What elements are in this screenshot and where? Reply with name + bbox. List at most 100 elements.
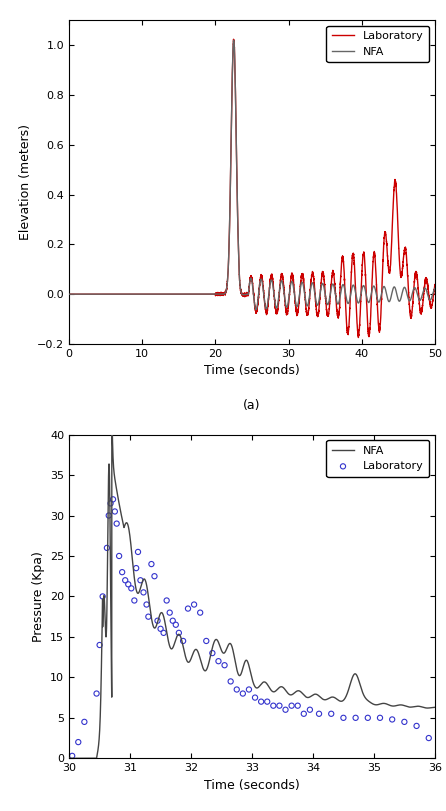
Laboratory xyxy=(356,333,361,342)
Laboratory xyxy=(105,509,112,522)
Laboratory xyxy=(116,550,123,563)
Laboratory xyxy=(264,695,271,708)
Laboratory xyxy=(66,290,72,299)
Laboratory xyxy=(215,654,222,667)
NFA xyxy=(155,290,161,299)
Laboratory xyxy=(221,659,228,672)
NFA xyxy=(403,702,408,711)
Laboratory xyxy=(166,606,173,619)
NFA xyxy=(231,36,236,45)
Laboratory xyxy=(432,280,438,290)
NFA xyxy=(204,290,210,299)
Laboratory xyxy=(103,542,111,555)
Laboratory xyxy=(145,610,152,623)
Laboratory xyxy=(276,699,283,712)
Laboratory xyxy=(257,695,264,708)
Laboratory xyxy=(230,45,235,55)
Laboratory xyxy=(81,715,88,728)
X-axis label: Time (seconds): Time (seconds) xyxy=(204,779,300,792)
Laboratory xyxy=(270,699,277,712)
Laboratory xyxy=(137,573,144,586)
Legend: Laboratory, NFA: Laboratory, NFA xyxy=(326,26,429,62)
Laboratory xyxy=(107,497,114,510)
Laboratory xyxy=(96,638,103,651)
Laboratory xyxy=(128,581,135,594)
Laboratory xyxy=(122,573,129,586)
X-axis label: Time (seconds): Time (seconds) xyxy=(204,364,300,377)
Laboratory xyxy=(288,699,295,712)
NFA xyxy=(421,702,426,712)
Laboratory xyxy=(134,546,141,559)
Laboratory xyxy=(231,34,236,44)
Laboratory xyxy=(112,505,119,518)
NFA xyxy=(230,45,235,54)
Laboratory xyxy=(233,683,240,696)
Laboratory xyxy=(140,586,147,599)
Laboratory xyxy=(245,683,252,696)
Laboratory xyxy=(109,493,116,506)
Laboratory xyxy=(294,699,301,712)
NFA xyxy=(66,753,72,763)
Laboratory xyxy=(352,711,359,724)
NFA xyxy=(66,290,72,299)
NFA xyxy=(432,702,438,712)
Laboratory xyxy=(160,626,167,639)
Laboratory xyxy=(413,719,420,732)
NFA xyxy=(223,646,228,655)
Legend: NFA, Laboratory: NFA, Laboratory xyxy=(326,440,429,477)
Laboratory xyxy=(155,290,161,299)
NFA xyxy=(253,305,259,315)
Laboratory xyxy=(163,594,170,607)
Laboratory xyxy=(227,675,234,688)
Laboratory xyxy=(154,614,161,627)
Laboratory xyxy=(148,558,155,571)
Laboratory xyxy=(172,618,179,631)
Laboratory xyxy=(125,577,132,590)
NFA xyxy=(153,290,159,299)
Laboratory xyxy=(401,715,408,728)
NFA xyxy=(240,663,246,672)
Laboratory xyxy=(429,300,435,310)
NFA xyxy=(220,648,226,658)
Laboratory xyxy=(190,598,198,611)
Laboratory xyxy=(239,687,246,700)
NFA xyxy=(151,290,157,299)
Laboratory xyxy=(328,707,335,720)
Laboratory xyxy=(425,732,432,744)
Laboratory xyxy=(364,711,372,724)
Laboratory xyxy=(151,569,158,582)
Laboratory xyxy=(119,566,126,579)
Laboratory xyxy=(175,626,182,639)
Laboratory xyxy=(143,598,150,611)
Laboratory xyxy=(169,614,176,627)
Laboratory xyxy=(180,634,187,647)
Y-axis label: Elevation (meters): Elevation (meters) xyxy=(19,124,32,240)
Laboratory xyxy=(74,736,82,749)
Laboratory xyxy=(131,594,138,607)
Laboratory xyxy=(306,703,314,716)
Laboratory xyxy=(209,646,216,659)
NFA xyxy=(109,399,115,409)
Laboratory xyxy=(113,517,120,530)
Laboratory xyxy=(202,634,210,647)
Text: (a): (a) xyxy=(243,399,261,412)
Laboratory xyxy=(340,711,347,724)
Laboratory xyxy=(252,691,259,704)
Laboratory xyxy=(132,562,140,575)
NFA xyxy=(429,291,435,301)
Laboratory xyxy=(185,602,192,615)
Laboratory xyxy=(153,290,159,299)
Line: Laboratory: Laboratory xyxy=(69,39,435,337)
Laboratory xyxy=(197,606,204,619)
Laboratory xyxy=(69,749,76,762)
Laboratory xyxy=(376,711,384,724)
Laboratory xyxy=(204,290,210,299)
Laboratory xyxy=(282,703,289,716)
Laboratory xyxy=(99,590,106,603)
Laboratory xyxy=(93,687,100,700)
Line: NFA: NFA xyxy=(69,41,435,310)
Laboratory xyxy=(315,707,322,720)
Y-axis label: Pressure (Kpa): Pressure (Kpa) xyxy=(32,551,45,642)
Laboratory xyxy=(151,290,157,299)
NFA xyxy=(432,284,438,294)
